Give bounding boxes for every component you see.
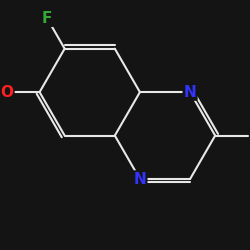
Text: N: N [184,85,196,100]
Text: O: O [0,85,14,100]
Text: N: N [134,172,146,186]
Text: F: F [42,11,52,26]
